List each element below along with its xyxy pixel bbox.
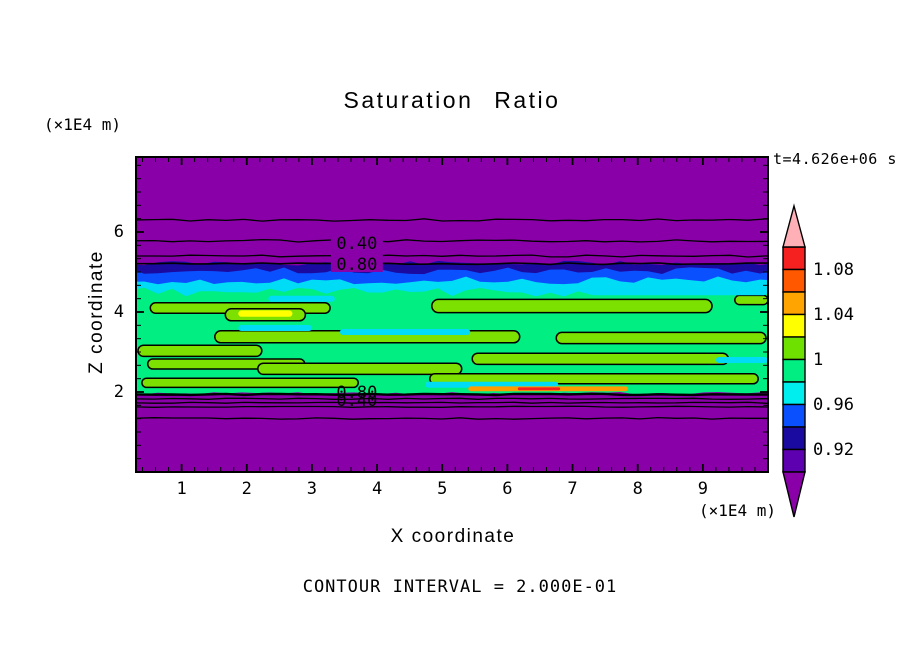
x-axis-title: X coordinate — [390, 526, 516, 547]
colorbar-segment — [782, 426, 806, 451]
colorbar-segment — [782, 358, 806, 383]
x-tick-label: 2 — [241, 479, 252, 499]
contour-streak — [339, 329, 471, 335]
contour-line — [136, 397, 768, 400]
contour-streak — [268, 295, 335, 302]
contour-streak — [715, 357, 768, 363]
contour-line — [136, 262, 768, 266]
contour-label: 0.40 — [336, 391, 377, 411]
colorbar-label: 1 — [813, 349, 824, 370]
x-tick-label: 5 — [437, 479, 448, 499]
colorbar — [782, 203, 806, 518]
contour-streak — [238, 325, 312, 331]
contour-streak — [238, 310, 293, 317]
colorbar-label: 1.08 — [813, 259, 854, 280]
plot-border — [135, 156, 769, 473]
colorbar-under-arrow — [782, 471, 806, 518]
contour-streak — [555, 331, 767, 345]
colorbar-segment — [782, 246, 806, 271]
colorbar-segment — [782, 403, 806, 428]
contour-streak — [590, 286, 768, 296]
contour-streak — [734, 294, 768, 306]
colorbar-label: 1.04 — [813, 304, 854, 325]
chart-title: Saturation Ratio — [343, 87, 561, 113]
x-axis-unit-label: (×1E4 m) — [698, 501, 776, 520]
contour-field: 0.400.800.800.40 — [136, 218, 768, 420]
x-tick-label: 3 — [306, 479, 318, 499]
contour-line — [136, 392, 768, 397]
contour-line — [136, 254, 768, 258]
colorbar-segment — [782, 291, 806, 316]
contour-label: 0.80 — [336, 255, 377, 275]
contour-streak — [517, 387, 561, 391]
colorbar-segment — [782, 268, 806, 293]
contour-line — [136, 405, 768, 408]
time-stamp-label: t=4.626e+06 s — [773, 150, 897, 168]
colorbar-segment — [782, 448, 806, 473]
contour-streak — [257, 362, 463, 376]
contour-line — [136, 416, 768, 420]
x-tick-label: 1 — [176, 479, 187, 499]
colorbar-segment — [782, 381, 806, 406]
x-tick-label: 9 — [697, 479, 708, 499]
colorbar-segment — [782, 313, 806, 338]
contour-streak — [137, 344, 263, 358]
contour-streak — [141, 377, 359, 389]
colorbar-label: 0.96 — [813, 394, 854, 415]
contour-streak — [425, 381, 559, 388]
contour-streak — [471, 352, 730, 366]
contour-line — [136, 218, 768, 222]
x-tick-label: 8 — [632, 479, 643, 499]
contour-interval-caption: CONTOUR INTERVAL = 2.000E-01 — [302, 577, 618, 597]
y-axis-unit-label: (×1E4 m) — [44, 115, 122, 134]
contour-streak — [429, 373, 759, 385]
colorbar-segment — [782, 336, 806, 361]
contour-streak — [431, 298, 713, 314]
x-tick-label: 7 — [567, 479, 578, 499]
contour-line — [136, 401, 768, 404]
x-tick-label: 6 — [502, 479, 513, 499]
y-tick-label: 2 — [113, 382, 124, 402]
contour-line — [136, 238, 768, 243]
y-tick-label: 6 — [113, 222, 124, 242]
colorbar-over-arrow — [782, 203, 806, 248]
y-tick-label: 4 — [113, 302, 124, 322]
contour-label: 0.40 — [336, 234, 377, 254]
colorbar-label: 0.92 — [813, 439, 854, 460]
contour-label: 0.80 — [336, 383, 377, 403]
x-tick-label: 4 — [371, 479, 383, 499]
